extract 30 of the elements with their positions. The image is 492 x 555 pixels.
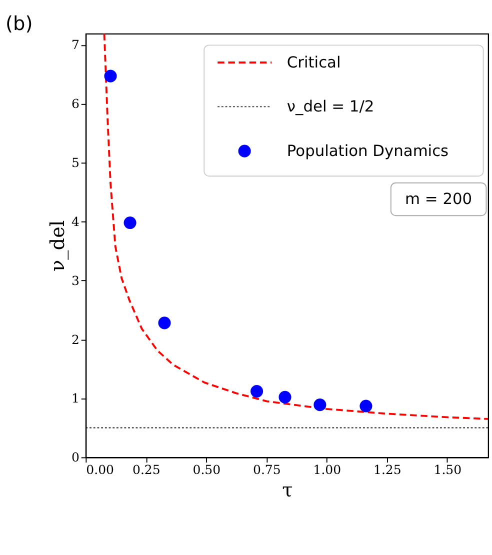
y-tick-label: 1 [71,390,80,406]
x-tick-label: 0.50 [192,462,221,478]
point [104,70,117,82]
y-tick-label: 5 [71,154,80,170]
y-axis-title: ν_del [46,220,69,272]
x-tick-label: 1.50 [434,462,462,478]
x-axis-title: τ [282,478,293,502]
line-series [103,34,488,420]
y-tick-label: 4 [71,214,80,229]
chart-title: (b) [6,12,33,35]
point [360,400,372,412]
legend-label: ν_del = 1/2 [286,98,374,116]
x-tick-label: 1.00 [313,462,342,478]
point [124,216,136,230]
point [250,385,264,398]
legend-label: Critical [286,53,341,72]
x-tick-label: 0.75 [252,462,281,478]
point [314,398,326,412]
point [278,390,292,404]
y-tick-label: 0 [71,450,80,465]
point [158,316,171,330]
y-tick-label: 3 [71,272,80,288]
y-tick-label: 7 [71,37,80,52]
legend-label: Population Dynamics [286,142,449,160]
x-tick-label: 0.25 [132,462,160,478]
y-tick-label: 6 [71,96,80,112]
annotation: m = 200 [405,190,472,208]
y-tick-label: 2 [71,332,80,347]
x-tick-label: 1.25 [373,462,402,478]
x-tick-label: 0.00 [86,462,114,478]
